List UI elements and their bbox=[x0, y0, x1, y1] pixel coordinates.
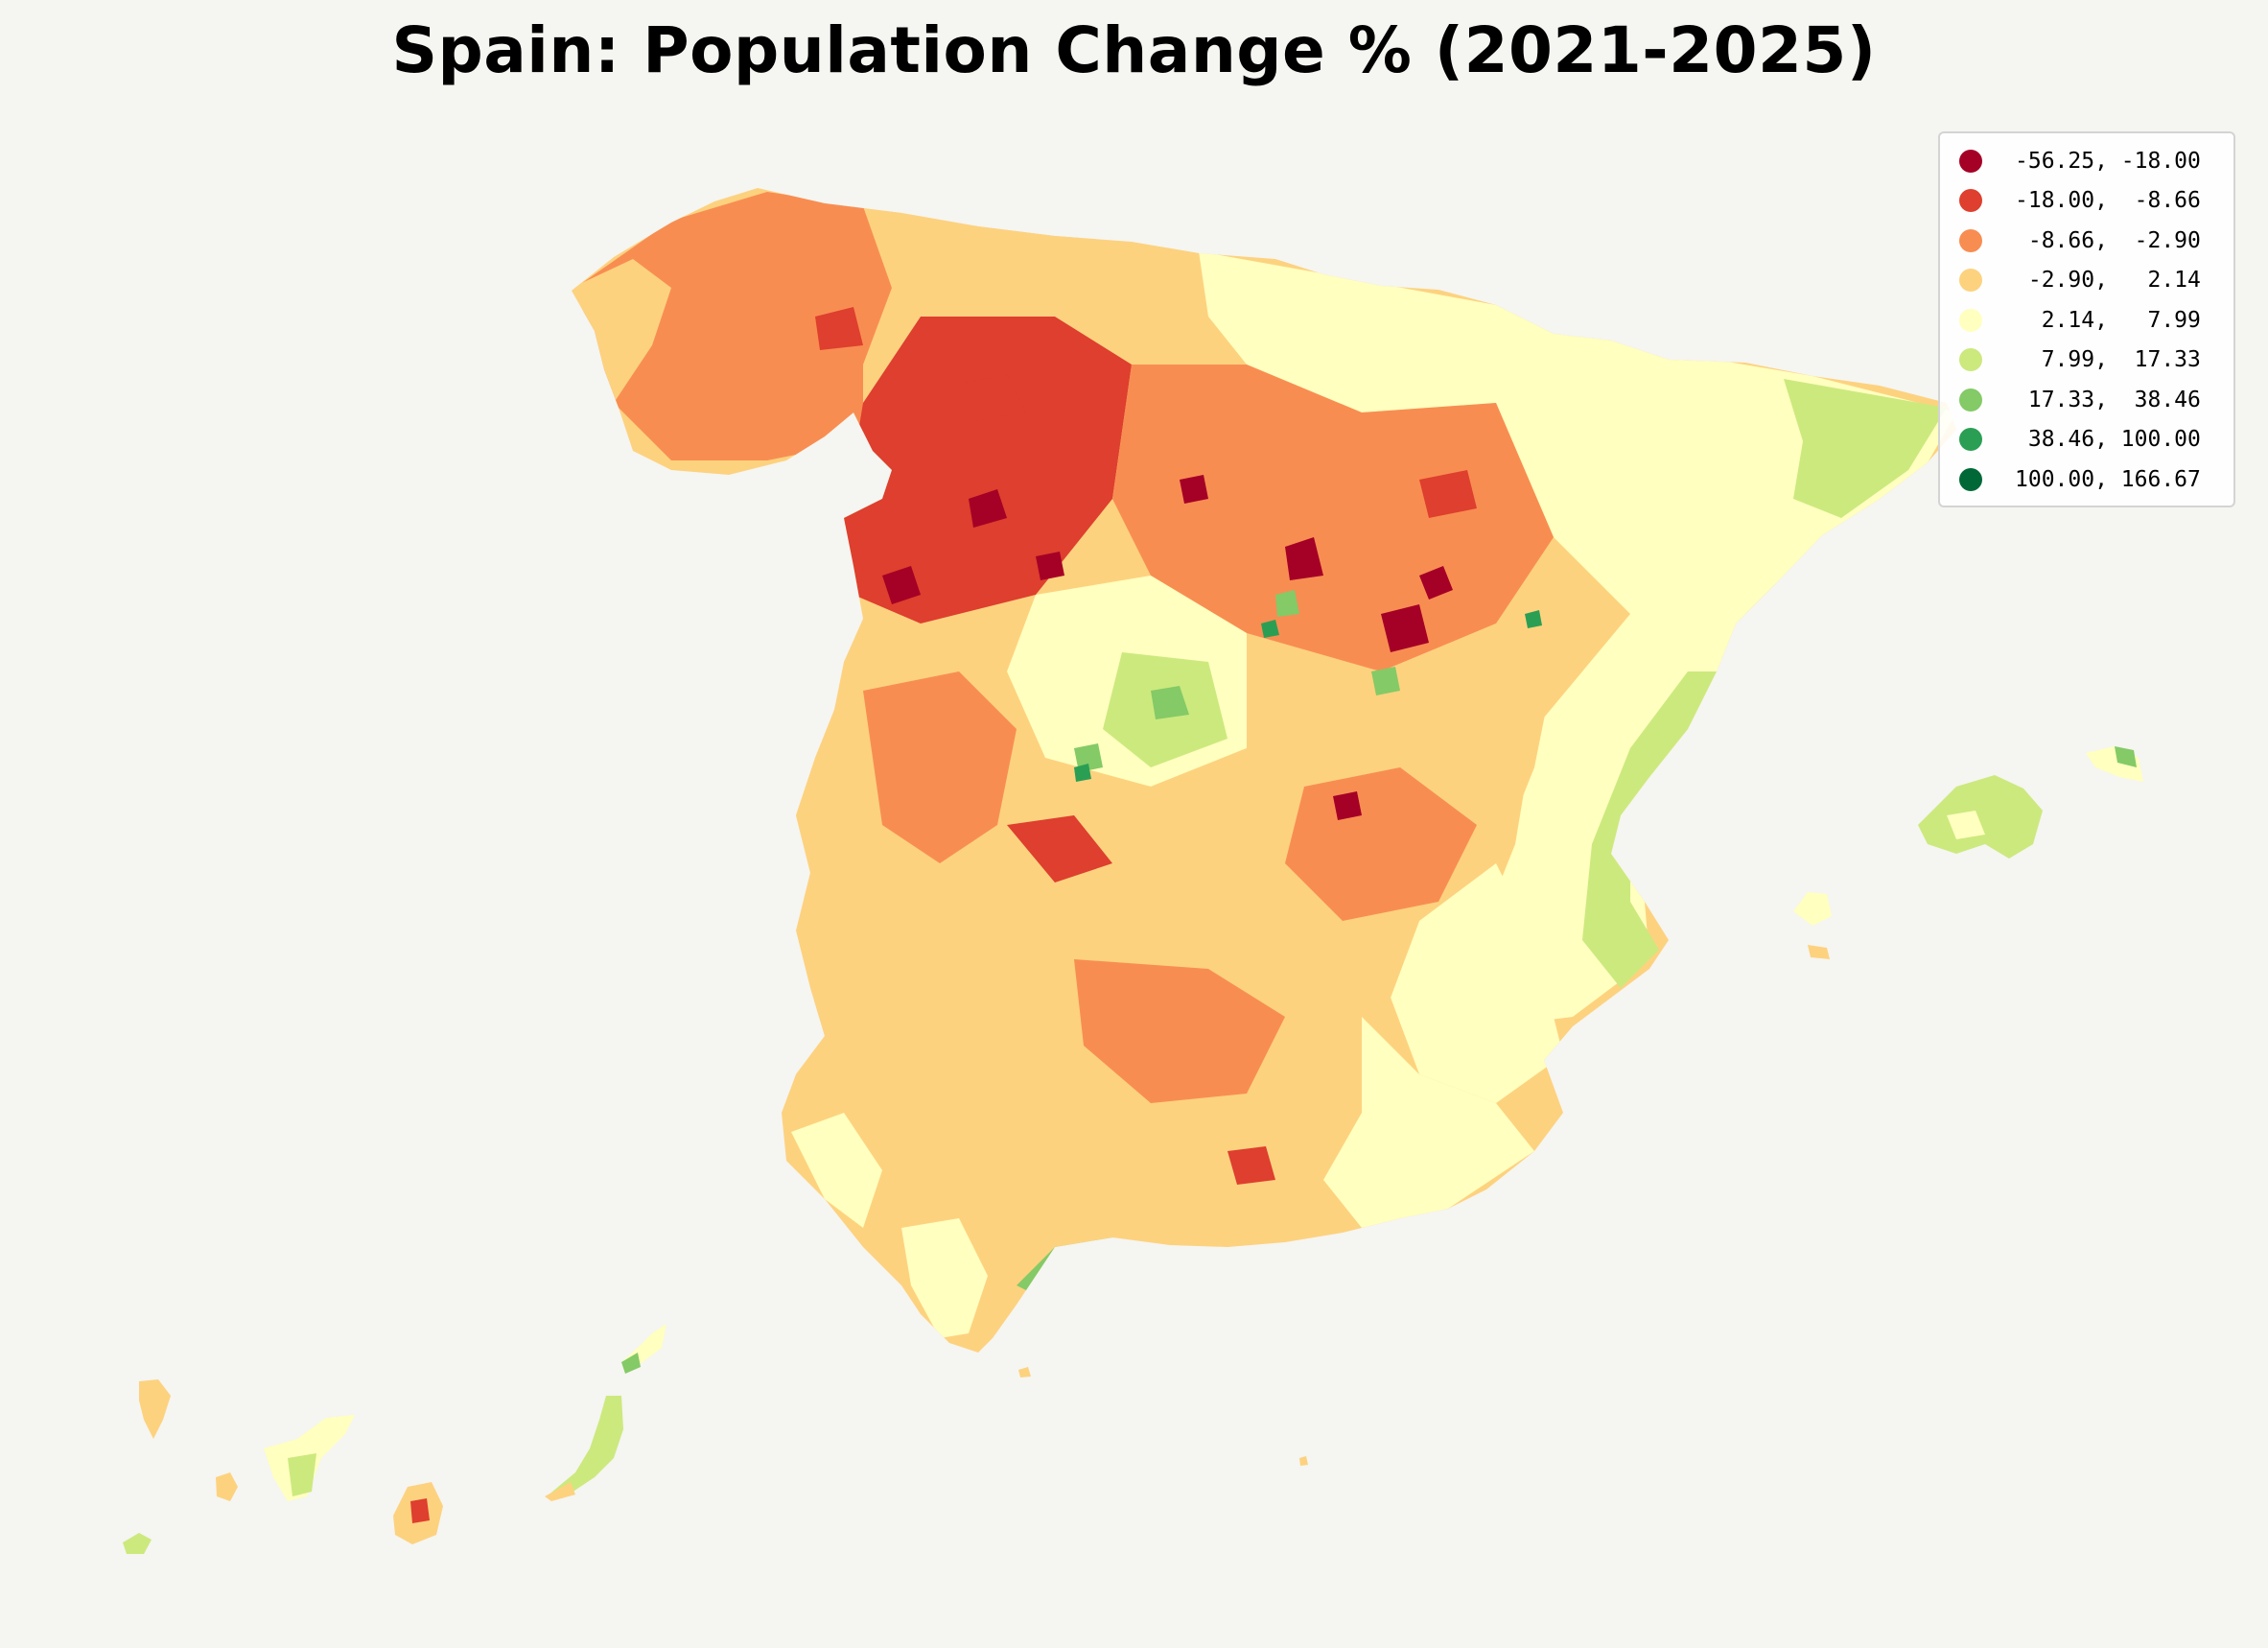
patch bbox=[1007, 815, 1112, 883]
legend-label: 2.14, 7.99 bbox=[2015, 307, 2201, 333]
region-galicia-coast bbox=[572, 259, 671, 403]
legend-item: -8.66, -2.90 bbox=[1953, 221, 2222, 261]
legend-label: 7.99, 17.33 bbox=[2015, 347, 2201, 373]
legend-swatch bbox=[1959, 388, 1982, 412]
fuerteventura-south bbox=[545, 1482, 575, 1501]
menorca-east bbox=[2115, 746, 2137, 767]
region-cadiz bbox=[901, 1218, 988, 1338]
region-cyl-west bbox=[844, 317, 1132, 624]
hotspot bbox=[1285, 537, 1323, 580]
hotspot bbox=[1180, 475, 1208, 504]
hotspot bbox=[882, 566, 921, 604]
region-murcia bbox=[1391, 863, 1563, 1103]
legend-item: 2.14, 7.99 bbox=[1953, 300, 2222, 341]
region-extremadura-decline bbox=[863, 671, 1017, 863]
gran-canaria-center bbox=[410, 1498, 430, 1523]
peninsula bbox=[572, 188, 1956, 1353]
patch bbox=[1419, 470, 1477, 518]
legend-swatch bbox=[1959, 189, 1982, 213]
mallorca-south bbox=[1947, 811, 1985, 839]
hotspot bbox=[1381, 604, 1429, 652]
patch bbox=[1074, 764, 1091, 782]
region-huelva bbox=[791, 1113, 882, 1228]
patch bbox=[959, 374, 1026, 422]
legend-label: 38.46, 100.00 bbox=[2015, 427, 2201, 453]
patch bbox=[1261, 620, 1279, 638]
ibiza bbox=[1793, 892, 1832, 926]
legend-item: -18.00, -8.66 bbox=[1953, 181, 2222, 222]
legend-swatch bbox=[1959, 348, 1982, 372]
region-catalonia-coast bbox=[1784, 379, 1947, 518]
legend-swatch bbox=[1959, 467, 1982, 491]
legend-label: -8.66, -2.90 bbox=[2015, 227, 2201, 253]
legend-item: 38.46, 100.00 bbox=[1953, 420, 2222, 460]
legend-item: 7.99, 17.33 bbox=[1953, 341, 2222, 381]
legend-item: 17.33, 38.46 bbox=[1953, 380, 2222, 420]
region-asturias bbox=[863, 206, 1208, 317]
mallorca bbox=[1918, 775, 2043, 859]
region-cyl-east bbox=[1112, 365, 1554, 671]
legend-label: 100.00, 166.67 bbox=[2015, 466, 2201, 492]
region-clm-decline bbox=[1285, 767, 1477, 921]
hotspot bbox=[1036, 552, 1064, 580]
region-andalusia-west bbox=[786, 902, 1055, 1343]
tenerife-south bbox=[288, 1453, 316, 1496]
region-andalusia-coast bbox=[1323, 1017, 1534, 1228]
ceuta bbox=[1018, 1367, 1031, 1377]
map-title: Spain: Population Change % (2021-2025) bbox=[391, 13, 1877, 87]
legend-label: -2.90, 2.14 bbox=[2015, 268, 2201, 294]
region-galicia bbox=[575, 192, 892, 460]
legend-item: 100.00, 166.67 bbox=[1953, 459, 2222, 500]
patch bbox=[1275, 590, 1299, 617]
patch bbox=[1151, 686, 1189, 719]
legend-item: -56.25, -18.00 bbox=[1953, 141, 2222, 181]
lanzarote-south bbox=[621, 1353, 641, 1374]
legend-label: -18.00, -8.66 bbox=[2015, 188, 2201, 214]
fuerteventura bbox=[547, 1396, 623, 1496]
legend-label: 17.33, 38.46 bbox=[2015, 387, 2201, 412]
region-andalusia-decline bbox=[1074, 959, 1285, 1103]
region-basque bbox=[1199, 251, 1496, 412]
el-hierro bbox=[123, 1533, 152, 1554]
hotspot bbox=[1333, 791, 1362, 820]
patch bbox=[1228, 1146, 1275, 1185]
region-catalonia bbox=[1496, 305, 1956, 614]
legend-swatch bbox=[1959, 228, 1982, 252]
la-palma bbox=[139, 1379, 171, 1439]
hotspot bbox=[1419, 566, 1453, 600]
formentera bbox=[1808, 945, 1830, 959]
hotspot bbox=[969, 489, 1007, 528]
patch bbox=[1525, 610, 1542, 628]
legend-swatch bbox=[1959, 149, 1982, 173]
patch bbox=[1371, 667, 1400, 695]
patch bbox=[815, 307, 863, 350]
la-gomera bbox=[216, 1472, 238, 1501]
legend-swatch bbox=[1959, 269, 1982, 293]
decline-moderate bbox=[815, 307, 1477, 1185]
legend-label: -56.25, -18.00 bbox=[2015, 148, 2201, 174]
melilla bbox=[1299, 1456, 1308, 1466]
legend: -56.25, -18.00 -18.00, -8.66 -8.66, -2.9… bbox=[1938, 131, 2235, 507]
decline-hotspots bbox=[882, 475, 1453, 820]
balearic-islands bbox=[1793, 746, 2143, 959]
patch bbox=[1074, 743, 1103, 772]
canary-islands bbox=[123, 1324, 666, 1554]
legend-swatch bbox=[1959, 428, 1982, 452]
legend-item: -2.90, 2.14 bbox=[1953, 261, 2222, 301]
growth-patches bbox=[1074, 590, 1400, 772]
region-valencia-coast bbox=[1582, 671, 1726, 988]
legend-swatch bbox=[1959, 308, 1982, 332]
peninsula-regions bbox=[572, 192, 1956, 1343]
strong-growth-patches bbox=[1074, 610, 1542, 782]
